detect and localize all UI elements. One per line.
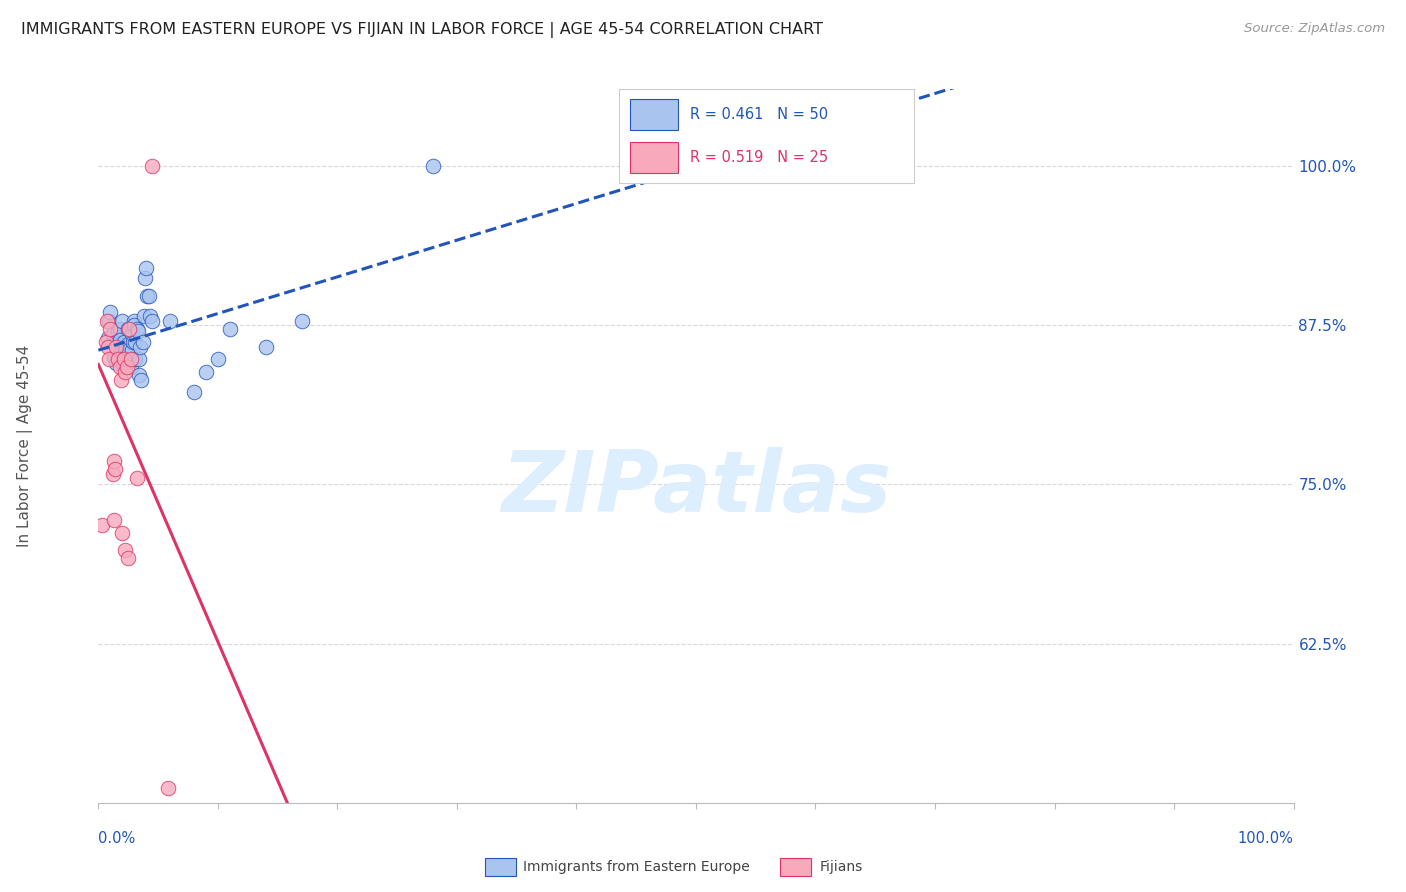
Point [98,352,121,367]
Point [125,322,148,336]
Point [207,352,229,367]
Point [98,322,122,336]
Text: Fijians: Fijians [820,860,863,874]
Point [121,326,143,341]
Point [103,454,125,468]
Point [111,356,134,370]
Point [107,352,129,367]
Point [112,334,135,349]
Text: Source: ZipAtlas.com: Source: ZipAtlas.com [1244,22,1385,36]
Point [156,780,179,795]
Point [111,314,134,328]
Point [111,525,134,540]
Point [129,340,152,354]
Text: R = 0.519   N = 25: R = 0.519 N = 25 [689,150,828,165]
Point [128,352,150,367]
Point [118,343,141,358]
Point [159,314,181,328]
Point [97,340,120,354]
Point [108,322,131,336]
Point [101,467,124,481]
Point [124,318,146,332]
Point [105,356,128,370]
Text: R = 0.461   N = 50: R = 0.461 N = 50 [689,107,828,122]
Point [254,340,277,354]
Point [194,365,217,379]
Point [127,324,149,338]
Point [91,518,114,533]
Point [128,368,150,382]
Point [124,314,146,328]
Point [138,288,160,302]
Point [290,314,312,328]
Point [110,373,132,387]
Point [131,334,153,349]
Point [117,322,139,336]
Text: 100.0%: 100.0% [1237,831,1294,846]
Point [124,334,146,349]
Point [134,270,156,285]
Point [219,322,242,336]
Point [141,314,163,328]
Point [108,333,131,347]
Point [112,352,135,367]
Point [135,260,157,275]
Bar [630,142,678,173]
Point [105,340,128,354]
Point [103,513,125,527]
Point [139,309,162,323]
Text: IMMIGRANTS FROM EASTERN EUROPE VS FIJIAN IN LABOR FORCE | AGE 45-54 CORRELATION : IMMIGRANTS FROM EASTERN EUROPE VS FIJIAN… [21,22,823,38]
Point [183,385,205,400]
Point [103,350,125,364]
Bar [630,98,678,130]
Point [136,288,159,302]
Point [104,462,127,476]
Point [97,331,120,345]
Point [422,159,444,173]
Point [115,359,138,374]
Point [107,340,129,354]
Point [108,359,131,374]
Point [132,309,155,323]
Point [124,352,146,367]
Text: In Labor Force | Age 45-54: In Labor Force | Age 45-54 [17,345,34,547]
Text: Immigrants from Eastern Europe: Immigrants from Eastern Europe [523,860,749,874]
Point [122,334,145,349]
Point [101,326,124,341]
Point [131,373,153,387]
Point [121,343,143,358]
Point [117,337,139,351]
Text: 0.0%: 0.0% [98,831,135,846]
Point [107,324,129,338]
Point [105,334,128,349]
Point [98,305,122,319]
Point [114,365,136,379]
Point [96,314,118,328]
Point [117,551,139,566]
Text: ZIPatlas: ZIPatlas [501,447,891,531]
Point [115,356,138,370]
Point [141,159,163,173]
Point [118,322,141,336]
Point [125,471,148,485]
Point [114,343,136,358]
Point [115,340,138,354]
Point [94,334,117,349]
Point [120,359,142,374]
Point [98,314,121,328]
Point [120,352,142,367]
Point [114,543,136,558]
